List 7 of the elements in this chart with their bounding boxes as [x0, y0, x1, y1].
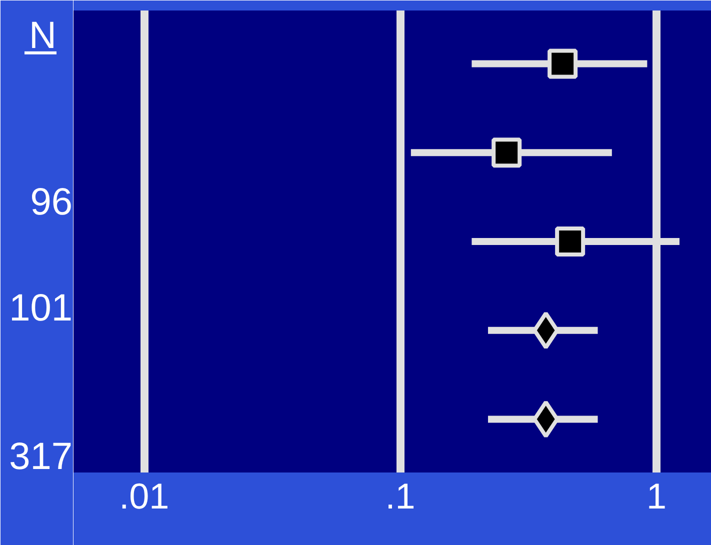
text: 101	[9, 288, 73, 330]
x-tick-label: .01	[119, 476, 170, 516]
x-tick-label: .1	[385, 476, 416, 516]
x-tick-label: 1	[646, 476, 666, 516]
text: 317	[9, 436, 73, 478]
text: N	[29, 14, 57, 57]
text: 96	[30, 182, 73, 224]
